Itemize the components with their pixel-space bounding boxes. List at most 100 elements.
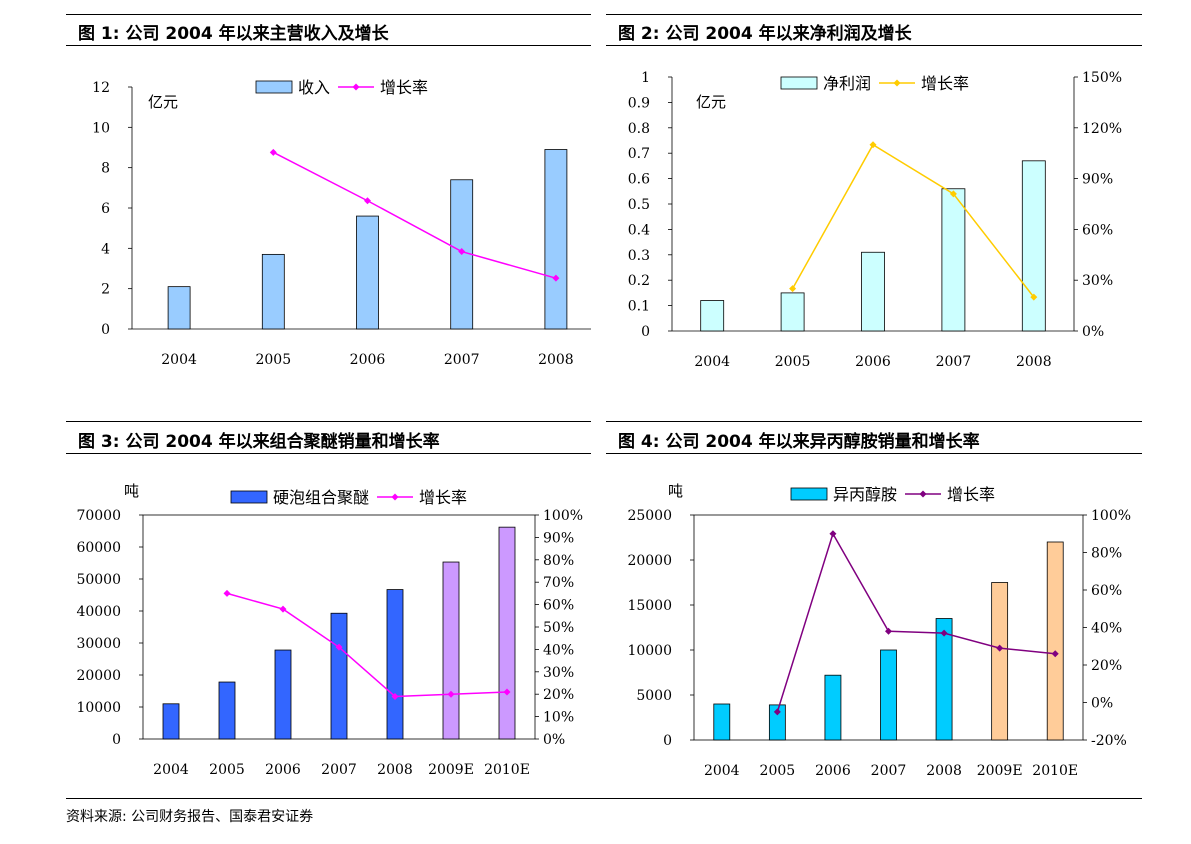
section-rule-left bbox=[66, 421, 591, 422]
left-tick-label: 0.2 bbox=[628, 273, 650, 289]
growth-point bbox=[458, 248, 466, 256]
right-tick-label: 90% bbox=[543, 530, 574, 546]
left-tick-label: 10 bbox=[92, 120, 110, 136]
y-unit-label: 吨 bbox=[668, 482, 683, 500]
bar bbox=[880, 649, 897, 741]
bar bbox=[544, 149, 568, 330]
growth-point bbox=[940, 629, 948, 637]
growth-point bbox=[996, 644, 1004, 652]
right-tick-label: 90% bbox=[1082, 172, 1113, 188]
right-tick-label: 60% bbox=[1091, 583, 1122, 599]
x-tick-label: 2006 bbox=[350, 352, 386, 368]
x-tick-label: 2006 bbox=[815, 763, 851, 779]
left-tick-label: 10000 bbox=[627, 643, 672, 659]
bar bbox=[768, 704, 786, 741]
growth-line bbox=[776, 531, 1056, 713]
x-tick-label: 2007 bbox=[444, 352, 480, 368]
y-unit-label: 吨 bbox=[124, 482, 139, 500]
legend-bar-label: 收入 bbox=[298, 78, 330, 97]
x-tick-label: 2008 bbox=[926, 763, 962, 779]
right-tick-label: 20% bbox=[1091, 658, 1122, 674]
chart-revenue: 0246810120%20%40%60%80%100%亿元20042005200… bbox=[92, 78, 591, 368]
left-tick-label: 0.5 bbox=[628, 197, 650, 213]
left-tick-label: 6 bbox=[101, 201, 110, 217]
bottom-rule bbox=[66, 798, 1142, 799]
bar bbox=[700, 300, 725, 332]
growth-line bbox=[791, 143, 1035, 298]
left-tick-label: 0 bbox=[641, 324, 650, 340]
growth-line bbox=[272, 151, 557, 279]
right-tick-label: 80% bbox=[543, 553, 574, 569]
bar bbox=[861, 251, 885, 332]
bar bbox=[1046, 541, 1064, 741]
growth-point bbox=[223, 589, 231, 597]
legend-line-marker bbox=[352, 83, 360, 91]
x-tick-label: 2005 bbox=[255, 352, 291, 368]
growth-point bbox=[552, 274, 560, 282]
legend-line-label: 增长率 bbox=[419, 488, 467, 507]
section-rule-right bbox=[606, 421, 1142, 422]
growth-point bbox=[279, 605, 287, 613]
growth-point bbox=[269, 148, 277, 156]
left-tick-label: 0.7 bbox=[628, 146, 650, 162]
left-tick-label: 2 bbox=[101, 282, 110, 298]
x-tick-label: 2008 bbox=[377, 762, 413, 778]
x-tick-label: 2005 bbox=[209, 762, 245, 778]
bar bbox=[330, 612, 348, 740]
legend-line-label: 增长率 bbox=[380, 78, 428, 97]
right-tick-label: 30% bbox=[1082, 273, 1113, 289]
growth-point bbox=[335, 643, 343, 651]
x-tick-label: 2007 bbox=[871, 763, 907, 779]
growth-point bbox=[829, 530, 837, 538]
x-tick-label: 2004 bbox=[704, 763, 740, 779]
growth-point bbox=[949, 190, 957, 198]
left-tick-label: 20000 bbox=[76, 668, 121, 684]
bar bbox=[713, 703, 731, 741]
bar bbox=[167, 286, 191, 330]
legend-bar-swatch bbox=[780, 76, 818, 90]
x-tick-label: 2006 bbox=[855, 354, 891, 370]
right-tick-label: 20% bbox=[543, 687, 574, 703]
left-tick-label: 50000 bbox=[76, 572, 121, 588]
growth-point bbox=[447, 690, 455, 698]
left-tick-label: 20000 bbox=[627, 553, 672, 569]
top-rule-left bbox=[66, 14, 591, 15]
bar bbox=[780, 292, 805, 332]
legend-bar-label: 净利润 bbox=[823, 74, 871, 93]
legend-line-label: 增长率 bbox=[921, 74, 969, 93]
y-unit-label: 亿元 bbox=[696, 93, 726, 111]
right-tick-label: 100% bbox=[543, 508, 583, 524]
bar bbox=[1021, 160, 1046, 332]
figure-4-title: 图 4: 公司 2004 年以来异丙醇胺销量和增长率 bbox=[618, 432, 980, 452]
legend-bar-swatch bbox=[230, 490, 268, 504]
right-tick-label: 70% bbox=[543, 575, 574, 591]
x-tick-label: 2007 bbox=[936, 354, 972, 370]
top-rule-right bbox=[606, 14, 1142, 15]
left-tick-label: 25000 bbox=[627, 508, 672, 524]
legend-bar-swatch bbox=[790, 487, 828, 501]
bar bbox=[356, 215, 379, 330]
x-tick-label: 2004 bbox=[153, 762, 189, 778]
bar bbox=[386, 589, 404, 740]
right-tick-label: 10% bbox=[543, 710, 574, 726]
legend-line-marker bbox=[919, 490, 927, 498]
x-tick-label: 2005 bbox=[775, 354, 811, 370]
left-tick-label: 0.6 bbox=[628, 172, 650, 188]
left-tick-label: 0.4 bbox=[628, 222, 650, 238]
left-tick-label: 30000 bbox=[76, 636, 121, 652]
right-tick-label: 0% bbox=[1091, 696, 1113, 712]
left-tick-label: 1 bbox=[641, 70, 650, 86]
left-tick-label: 40000 bbox=[76, 604, 121, 620]
growth-point bbox=[885, 627, 892, 635]
left-tick-label: 0.1 bbox=[628, 299, 650, 315]
left-tick-label: 8 bbox=[101, 161, 110, 177]
chart-net-profit: 0 0.1 0.2 0.3 0.4 0.5 0.6 0.7 0.8 0.9 1 0% 30% 60% 90%… bbox=[628, 70, 1122, 370]
legend-line-label: 增长率 bbox=[947, 485, 995, 504]
x-tick-label: 2010E bbox=[484, 762, 530, 778]
source-note: 资料来源: 公司财务报告、国泰君安证券 bbox=[66, 809, 314, 825]
legend-line-marker bbox=[391, 493, 399, 501]
growth-point bbox=[789, 285, 797, 293]
title-rule-right-1 bbox=[606, 45, 1142, 46]
title-rule-left-1 bbox=[66, 45, 591, 46]
legend-bar-label: 异丙醇胺 bbox=[833, 485, 897, 504]
